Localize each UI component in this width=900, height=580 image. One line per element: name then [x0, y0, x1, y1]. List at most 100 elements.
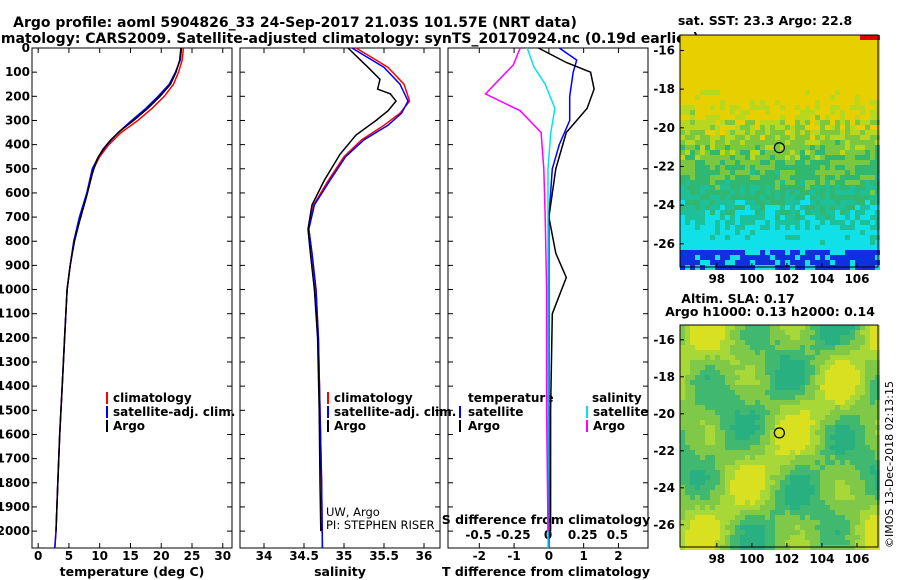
map-cell	[870, 475, 875, 480]
map-cell	[775, 385, 780, 390]
legend-satellite: satellite-adj. clim.	[113, 405, 235, 419]
map-cell	[780, 365, 785, 370]
map-cell	[805, 220, 810, 225]
map-cell	[745, 175, 750, 180]
map-cell	[745, 465, 750, 470]
map-cell	[825, 495, 830, 500]
map-cell	[770, 100, 775, 105]
map-cell	[705, 75, 710, 80]
map-cell	[825, 365, 830, 370]
map-cell	[830, 380, 835, 385]
map-cell	[705, 35, 710, 40]
map-cell	[860, 530, 865, 535]
map-cell	[855, 450, 860, 455]
map-cell	[685, 500, 690, 505]
map-cell	[865, 460, 870, 465]
map-cell	[800, 215, 805, 220]
map-cell	[830, 260, 835, 265]
map-cell	[720, 135, 725, 140]
map-cell	[725, 235, 730, 240]
map-cell	[730, 445, 735, 450]
map-cell	[825, 130, 830, 135]
map-cell	[700, 425, 705, 430]
map-cell	[745, 500, 750, 505]
map-cell	[790, 230, 795, 235]
map-cell	[710, 510, 715, 515]
map-cell	[710, 210, 715, 215]
map-cell	[780, 215, 785, 220]
map-cell	[780, 225, 785, 230]
map-cell	[745, 510, 750, 515]
map-cell	[845, 95, 850, 100]
map-cell	[790, 460, 795, 465]
map-cell	[810, 95, 815, 100]
map-cell	[805, 475, 810, 480]
map-cell	[870, 340, 875, 345]
map-cell	[715, 55, 720, 60]
map-cell	[740, 420, 745, 425]
map-cell	[865, 135, 870, 140]
map-cell	[690, 55, 695, 60]
map-cell	[740, 360, 745, 365]
map-cell	[825, 450, 830, 455]
map-cell	[860, 215, 865, 220]
map-cell	[740, 240, 745, 245]
map-cell	[780, 355, 785, 360]
map-cell	[860, 100, 865, 105]
map-cell	[815, 375, 820, 380]
map-cell	[730, 35, 735, 40]
map-cell	[715, 230, 720, 235]
map-cell	[855, 255, 860, 260]
map-cell	[770, 40, 775, 45]
map-cell	[820, 535, 825, 540]
map-cell	[720, 460, 725, 465]
map-cell	[860, 410, 865, 415]
map-cell	[760, 255, 765, 260]
map-cell	[770, 45, 775, 50]
map-cell	[790, 485, 795, 490]
map-cell	[845, 485, 850, 490]
map-cell	[735, 80, 740, 85]
map-cell	[725, 220, 730, 225]
series-line-satellite-adj-clim-	[308, 47, 409, 549]
series-line-argo	[307, 47, 397, 532]
map-cell	[680, 220, 685, 225]
map-cell	[680, 430, 685, 435]
map-cell	[735, 330, 740, 335]
map-cell	[820, 425, 825, 430]
temperature-panel: temperature (deg C) climatology satellit…	[0, 41, 235, 579]
map-cell	[705, 210, 710, 215]
map-cell	[690, 475, 695, 480]
map-cell	[805, 140, 810, 145]
map-cell	[785, 370, 790, 375]
map-cell	[735, 360, 740, 365]
map-cell	[745, 230, 750, 235]
map-cell	[785, 200, 790, 205]
map-cell	[760, 430, 765, 435]
map-cell	[790, 135, 795, 140]
map-cell	[705, 525, 710, 530]
map-cell	[845, 510, 850, 515]
map-cell	[825, 75, 830, 80]
map-cell	[785, 415, 790, 420]
map-cell	[825, 385, 830, 390]
depth-tick-label: 600	[5, 186, 30, 200]
map-cell	[860, 365, 865, 370]
map-cell	[810, 90, 815, 95]
map-cell	[870, 230, 875, 235]
map-cell	[720, 500, 725, 505]
map-cell	[720, 250, 725, 255]
map-cell	[720, 340, 725, 345]
map-cell	[690, 250, 695, 255]
map-cell	[740, 370, 745, 375]
map-cell	[775, 260, 780, 265]
map-cell	[870, 200, 875, 205]
map-cell	[790, 250, 795, 255]
map-cell	[680, 225, 685, 230]
map-cell	[800, 395, 805, 400]
map-cell	[780, 260, 785, 265]
map-cell	[695, 35, 700, 40]
map-cell	[825, 360, 830, 365]
map-cell	[750, 520, 755, 525]
map-cell	[760, 95, 765, 100]
